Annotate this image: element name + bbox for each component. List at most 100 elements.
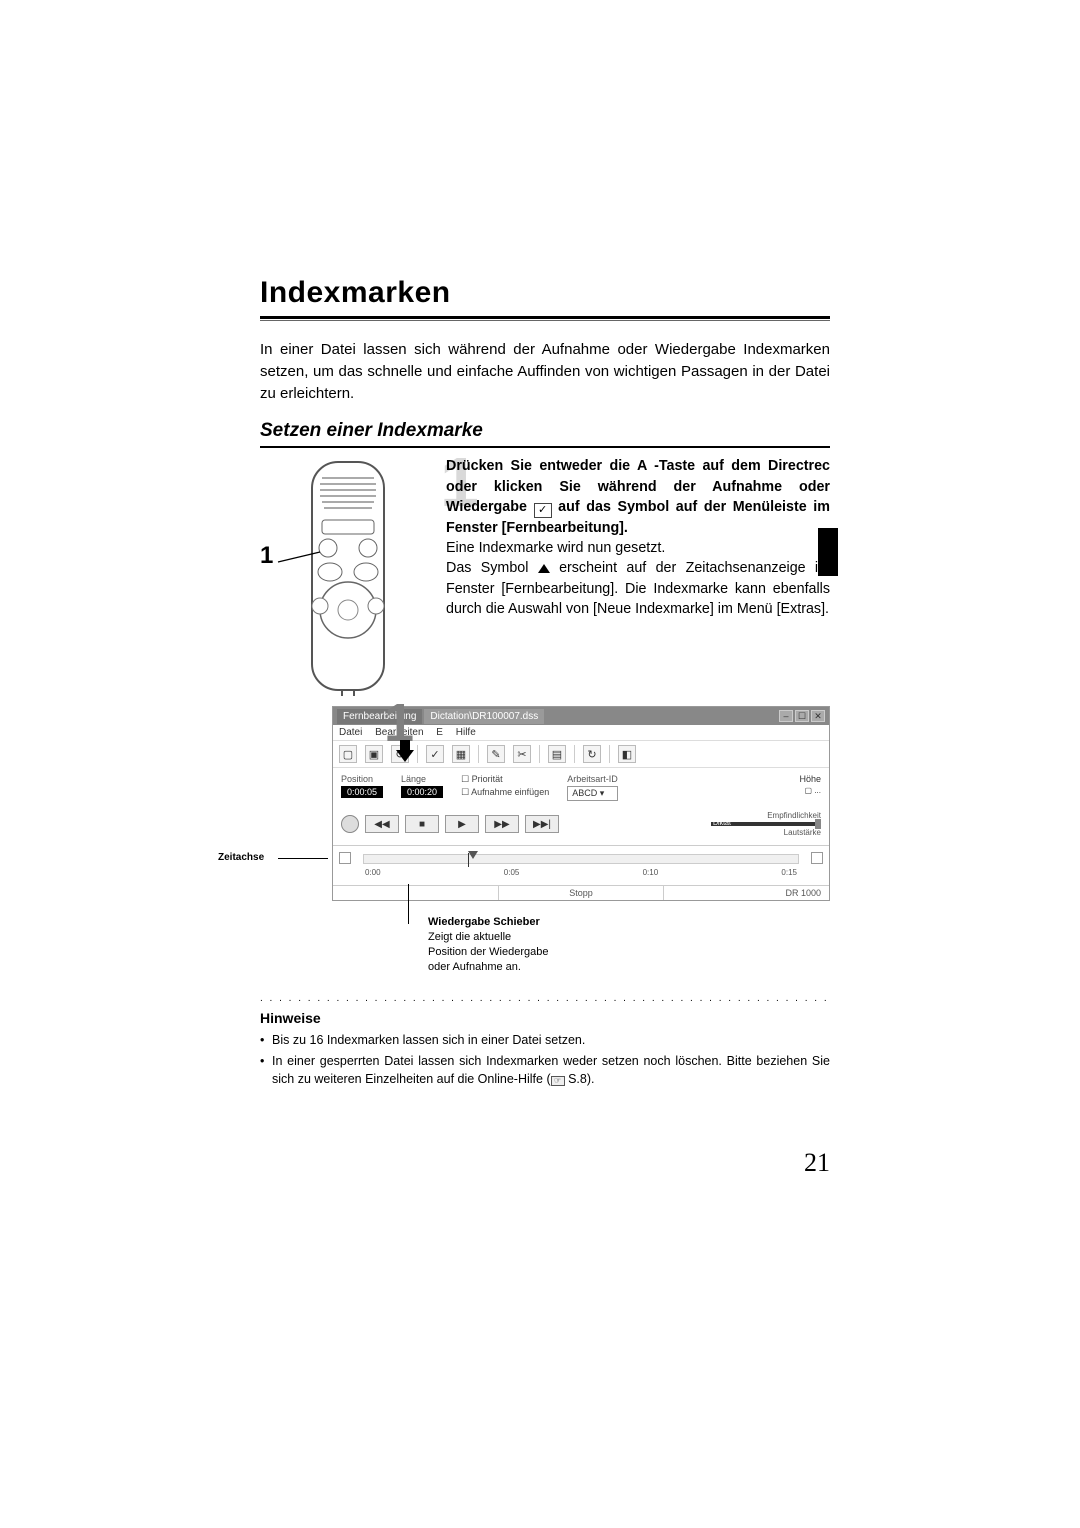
transport-row: ◀◀ ■ ▶ ▶▶ ▶▶| Empfindlichkeit Diktat Lau… [333,807,829,845]
arrow-down-icon [396,740,414,762]
title-rule-thin [260,320,830,321]
playback-slider-callout: Wiedergabe Schieber Zeigt die aktuelle P… [428,915,830,974]
step-after-2a: Das Symbol [446,560,538,576]
step-text-column: 1 Drücken Sie entweder die A -Taste auf … [446,456,830,696]
toolbar-separator [574,745,575,763]
priority-label: Priorität [472,774,503,784]
callout-line-1: Zeigt die aktuelle [428,931,511,943]
tool-icon-9[interactable]: ↻ [583,745,601,763]
callout-title: Wiedergabe Schieber [428,916,540,928]
worktype-field: Arbeitsart-ID ABCD ▾ [567,774,618,801]
length-label: Länge [401,774,443,784]
right-sliders: Höhe ▢ ... [799,774,821,795]
step-after-1: Eine Indexmarke wird nun gesetzt. [446,540,665,556]
zeitachse-leader-line [278,858,328,859]
tool-icon-7[interactable]: ✂ [513,745,531,763]
tick-3: 0:15 [781,868,797,877]
window-controls: – ☐ ✕ [779,710,825,722]
timeline-track[interactable] [363,854,799,864]
index-mark-icon [468,851,478,859]
empf-slider[interactable]: Diktat [711,822,821,826]
tick-0: 0:00 [365,868,381,877]
menu-datei[interactable]: Datei [339,727,362,738]
status-cell-1 [333,886,499,900]
position-label: Position [341,774,383,784]
timeline-end-icon[interactable] [811,852,823,864]
rewind-button[interactable]: ◀◀ [365,815,399,833]
hinweis-1: Bis zu 16 Indexmarken lassen sich in ein… [260,1032,830,1050]
step-instruction: Drücken Sie entweder die A -Taste auf de… [446,456,830,619]
worktype-label: Arbeitsart-ID [567,774,618,784]
tick-2: 0:10 [643,868,659,877]
reference-icon: ☞ [551,1076,565,1086]
skip-end-button[interactable]: ▶▶| [525,815,559,833]
maximize-button[interactable]: ☐ [795,710,809,722]
hinweise-list: Bis zu 16 Indexmarken lassen sich in ein… [260,1032,830,1089]
tool-icon-10[interactable]: ◧ [618,745,636,763]
hinweise-heading: Hinweise [260,1010,830,1026]
section-rule [260,446,830,448]
ff-button[interactable]: ▶▶ [485,815,519,833]
insert-rec-checkbox[interactable]: ☐ Aufnahme einfügen [461,787,549,798]
toolbar-separator [478,745,479,763]
tool-icon-5[interactable]: ▦ [452,745,470,763]
tool-icon-1[interactable]: ▢ [339,745,357,763]
status-cell-3: DR 1000 [664,886,829,900]
empf-value: Diktat [713,820,731,827]
device-column: 1 [260,456,430,696]
manual-page: Indexmarken In einer Datei lassen sich w… [260,276,830,1092]
tool-icon-2[interactable]: ▣ [365,745,383,763]
page-title: Indexmarken [260,276,830,310]
length-value: 0:00:20 [401,786,443,798]
worktype-dropdown[interactable]: ABCD ▾ [567,786,618,801]
tool-check-icon[interactable]: ✓ [426,745,444,763]
page-number: 21 [804,1148,830,1178]
timeline-area: 0:00 0:05 0:10 0:15 [333,845,829,885]
index-mark-triangle-icon [538,564,550,573]
playback-cursor[interactable] [468,853,469,867]
fields-row: Position 0:00:05 Länge 0:00:20 ☐ Priorit… [333,768,829,807]
menu-extras[interactable]: E [436,727,443,738]
title-rule-thick [260,316,830,319]
status-cell-2: Stopp [499,886,665,900]
tool-icon-8[interactable]: ▤ [548,745,566,763]
callout-line-3: oder Aufnahme an. [428,961,521,973]
priority-checkbox[interactable]: ☐ Priorität [461,774,549,785]
dotted-separator: . . . . . . . . . . . . . . . . . . . . … [260,993,830,1004]
callout-leader-line [408,884,409,924]
tool-icon-6[interactable]: ✎ [487,745,505,763]
callout-line-2: Position der Wiedergabe [428,946,548,958]
insert-rec-label: Aufnahme einfügen [471,787,549,797]
worktype-value: ABCD [572,788,597,798]
laut-label: Lautstärke [711,828,821,837]
stop-button[interactable]: ■ [405,815,439,833]
timeline-start-icon[interactable] [339,852,351,864]
position-field: Position 0:00:05 [341,774,383,798]
minimize-button[interactable]: – [779,710,793,722]
intro-paragraph: In einer Datei lassen sich während der A… [260,339,830,404]
screenshot-block: 1 Zeitachse Fernbearbeitung Dictation\DR… [260,706,830,974]
record-button[interactable] [341,815,359,833]
position-value: 0:00:05 [341,786,383,798]
checkbox-group: ☐ Priorität ☐ Aufnahme einfügen [461,774,549,800]
empf-label: Empfindlichkeit [711,811,821,820]
hohe-label: Höhe [799,774,821,784]
check-toolbar-icon: ✓ [534,503,552,518]
toolbar-separator [609,745,610,763]
sensitivity-volume-sliders: Empfindlichkeit Diktat Lautstärke [711,811,821,837]
titlebar-tab-2[interactable]: Dictation\DR100007.dss [424,709,544,724]
toolbar-separator [417,745,418,763]
hinweis-2: In einer gesperrten Datei lassen sich In… [260,1053,830,1088]
hinweis-2b: S.8). [565,1072,595,1086]
zeitachse-label: Zeitachse [218,852,264,863]
length-field: Länge 0:00:20 [401,774,443,798]
step-row: 1 [260,456,830,696]
close-button[interactable]: ✕ [811,710,825,722]
directrec-device-illustration [260,456,430,696]
menu-hilfe[interactable]: Hilfe [456,727,476,738]
timeline-ticks: 0:00 0:05 0:10 0:15 [363,868,799,877]
play-button[interactable]: ▶ [445,815,479,833]
section-title: Setzen einer Indexmarke [260,420,830,442]
tick-1: 0:05 [504,868,520,877]
device-step-number: 1 [260,542,273,570]
